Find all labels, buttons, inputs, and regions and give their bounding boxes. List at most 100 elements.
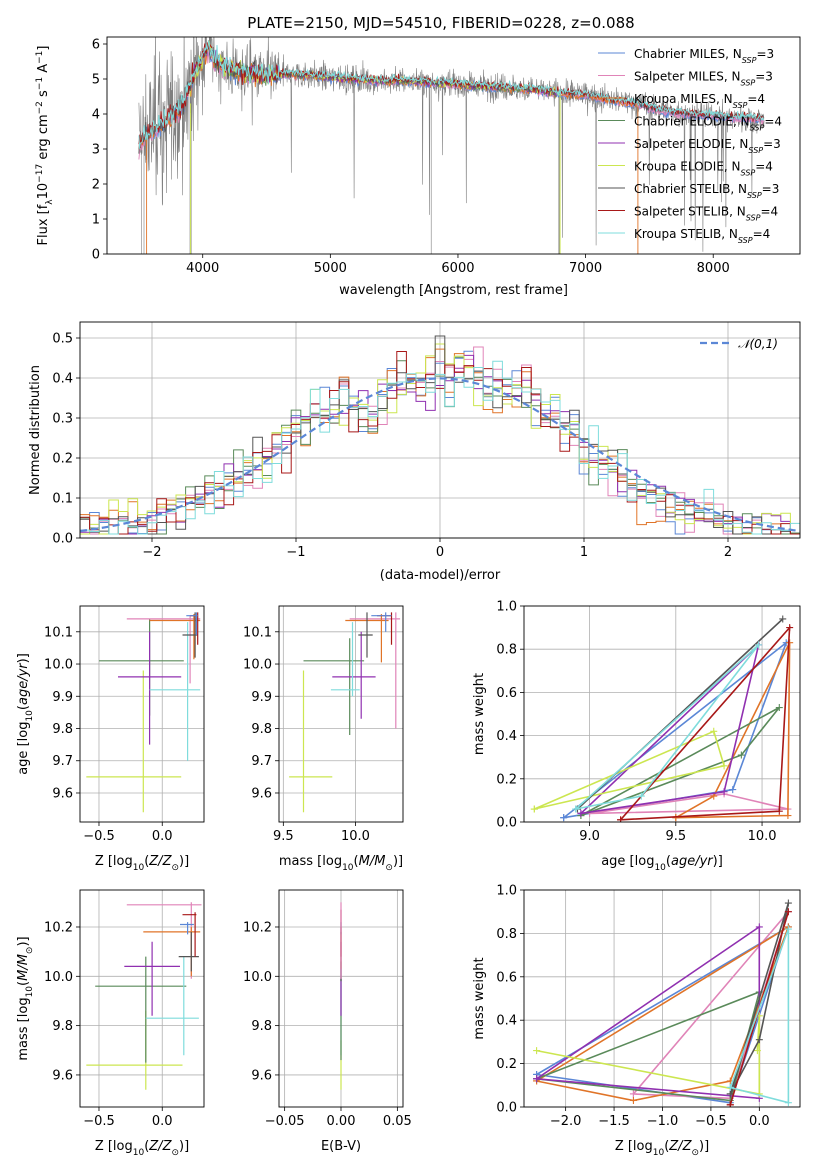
x-tick-label: 5000 <box>314 261 347 276</box>
model-series-line <box>138 45 640 254</box>
weight-series-marker <box>629 1096 637 1104</box>
weight-series-marker <box>784 908 792 916</box>
weight-series-line <box>580 642 760 815</box>
weight-series-marker <box>617 816 625 822</box>
y-tick-label: 9.7 <box>251 754 272 769</box>
y-tick-label: 10.1 <box>243 625 272 640</box>
x-tick-label: 9.5 <box>665 829 686 844</box>
y-tick-label: 2 <box>92 178 100 193</box>
plot-area <box>530 615 794 822</box>
error-bar-point <box>332 631 376 719</box>
error-bar-point <box>149 622 201 761</box>
weight-series-marker <box>784 925 792 933</box>
error-bar-point <box>126 902 202 979</box>
x-tick-label: −1 <box>286 545 305 560</box>
weight-series-marker <box>775 704 783 712</box>
y-tick-label: 9.6 <box>52 1068 73 1083</box>
weight-series-marker <box>775 807 783 815</box>
x-tick-label: −0.05 <box>265 1114 305 1129</box>
weight-series-marker <box>737 751 745 759</box>
y-tick-label: 9.7 <box>52 754 73 769</box>
plot-area <box>86 612 201 813</box>
y-tick-label: 0.3 <box>52 412 73 427</box>
error-bar-point <box>349 612 401 729</box>
y-tick-label: 0.2 <box>496 1057 517 1072</box>
x-axis-label: Z [log10(Z/Z⊙)] <box>95 854 189 873</box>
error-bar-point <box>95 956 187 1063</box>
normal-curve-line <box>80 377 800 533</box>
chart-mass-vs-Z: −0.5 0.0 9.6 9.8 10.0 10.2 Z [log10(Z/Z⊙)] mass… <box>16 889 205 1158</box>
weight-series-marker <box>726 1090 734 1098</box>
plot-area <box>138 37 765 254</box>
weight-series-line <box>575 644 760 810</box>
error-bar-point <box>126 615 201 684</box>
error-bar-point <box>118 631 182 745</box>
x-axis-label: mass [log10(M/M⊙)] <box>279 854 403 873</box>
x-tick-label: 0.00 <box>327 1114 356 1129</box>
y-tick-label: 10.2 <box>44 920 73 935</box>
figure-title: PLATE=2150, MJD=54510, FIBERID=0228, z=0… <box>247 14 634 32</box>
x-tick-label: −2 <box>142 545 161 560</box>
x-tick-label: 4000 <box>186 261 219 276</box>
weight-series-marker <box>786 624 794 632</box>
weight-series-marker <box>710 727 718 735</box>
y-tick-label: 6 <box>92 38 100 53</box>
axes-frame <box>106 36 801 255</box>
x-tick-label: −0.5 <box>695 1114 727 1129</box>
x-tick-label: 0.0 <box>152 829 173 844</box>
weight-series-marker <box>720 762 728 770</box>
x-tick-label: 8000 <box>697 261 730 276</box>
axes-frame <box>523 605 801 823</box>
legend-label: Salpeter STELIB, NSSP=4 <box>634 205 778 223</box>
weight-series-marker <box>720 788 728 796</box>
x-axis-label: Z [log10(Z/Z⊙)] <box>95 1139 189 1158</box>
x-tick-label: −0.5 <box>83 829 115 844</box>
chart-mass-vs-EBV: −0.05 0.00 0.05 9.6 9.8 10.0 10.2 E(B-V) <box>243 889 412 1154</box>
axes-frame <box>79 321 801 539</box>
legend: Chabrier MILES, NSSP=3 Salpeter MILES, NS… <box>598 47 782 245</box>
weight-series-line <box>729 928 790 1104</box>
legend-label: Kroupa ELODIE, NSSP=4 <box>634 160 773 178</box>
x-tick-label: 0 <box>436 545 444 560</box>
error-bar-point <box>303 638 365 735</box>
error-bar-point <box>180 922 194 935</box>
error-bar-point <box>124 941 180 1016</box>
y-tick-label: 0 <box>92 248 100 263</box>
weight-series-marker <box>533 1075 541 1083</box>
y-tick-label: 0.6 <box>496 970 517 985</box>
x-tick-label: 0.0 <box>152 1114 173 1129</box>
x-tick-label: −0.5 <box>83 1114 115 1129</box>
x-tick-label: 6000 <box>441 261 474 276</box>
x-tick-label: 9.5 <box>273 829 294 844</box>
axes-frame <box>278 889 404 1108</box>
y-tick-label: 0.0 <box>496 1101 517 1116</box>
y-tick-label: 0.8 <box>496 643 517 658</box>
x-tick-label: 0.0 <box>749 1114 770 1129</box>
legend-label: Salpeter ELODIE, NSSP=3 <box>634 137 781 155</box>
y-tick-label: 9.8 <box>52 1019 73 1034</box>
x-tick-label: 1 <box>580 545 588 560</box>
histogram-step-line <box>80 343 800 538</box>
plot-area <box>86 902 202 1090</box>
legend-label: Kroupa MILES, NSSP=4 <box>634 92 765 110</box>
histogram-step-line <box>80 350 800 538</box>
error-bar-point <box>371 612 392 632</box>
y-axis-label: mass [log10(M/M⊙)] <box>16 936 35 1060</box>
weight-series-marker <box>726 1101 734 1107</box>
histogram-step-line <box>80 360 800 538</box>
axes-frame <box>79 889 205 1108</box>
y-tick-label: 0.5 <box>52 332 73 347</box>
error-bar-point <box>186 612 198 635</box>
weight-series-marker <box>530 805 538 813</box>
y-axis-label: age [log10(age/yr)] <box>16 653 35 775</box>
weight-series-marker <box>729 786 737 794</box>
weight-series-marker <box>637 792 645 800</box>
weight-series-marker <box>629 1090 637 1098</box>
error-bar-point <box>99 618 184 716</box>
weight-series-line <box>729 902 790 1095</box>
legend-label: Kroupa STELIB, NSSP=4 <box>634 227 770 245</box>
legend-label: Chabrier MILES, NSSP=3 <box>634 47 774 65</box>
y-tick-label: 0.6 <box>496 686 517 701</box>
legend-label: Chabrier ELODIE, NSSP=4 <box>634 115 782 133</box>
